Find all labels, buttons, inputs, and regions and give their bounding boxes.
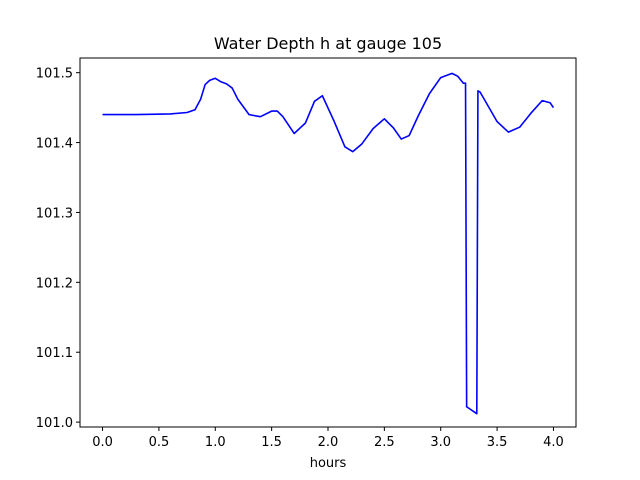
x-tick-label: 0.0 bbox=[92, 435, 113, 450]
x-tick-label: 1.5 bbox=[261, 435, 282, 450]
x-tick-label: 0.5 bbox=[149, 435, 170, 450]
y-tick-label: 101.2 bbox=[36, 276, 73, 291]
series-line-0 bbox=[102, 72, 555, 415]
series-layer bbox=[102, 72, 555, 415]
plot-frame bbox=[79, 57, 577, 428]
y-tick-label: 101.5 bbox=[36, 67, 73, 82]
x-tick-label: 3.5 bbox=[487, 435, 508, 450]
y-tick-label: 101.3 bbox=[36, 206, 73, 221]
x-tick-label: 4.0 bbox=[543, 435, 564, 450]
plot-area bbox=[80, 58, 576, 427]
chart-title: Water Depth h at gauge 105 bbox=[214, 34, 442, 53]
y-tick-label: 101.1 bbox=[36, 346, 73, 361]
x-tick-label: 1.0 bbox=[205, 435, 226, 450]
y-tick-label: 101.4 bbox=[36, 137, 73, 152]
y-axis-ticks: 101.0 101.1 101.2 101.3 101.4 101.5 bbox=[36, 67, 80, 431]
x-tick-label: 2.0 bbox=[318, 435, 339, 450]
x-axis-ticks: 0.0 0.5 1.0 1.5 2.0 2.5 3.0 3.5 4.0 bbox=[92, 427, 564, 450]
x-tick-label: 3.0 bbox=[430, 435, 451, 450]
x-axis-label: hours bbox=[310, 456, 347, 471]
x-tick-label: 2.5 bbox=[374, 435, 395, 450]
y-tick-label: 101.0 bbox=[36, 416, 73, 431]
